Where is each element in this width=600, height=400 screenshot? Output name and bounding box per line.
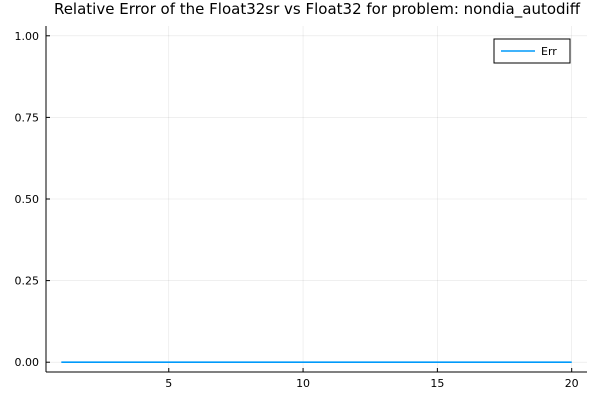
- chart-title: Relative Error of the Float32sr vs Float…: [54, 0, 581, 19]
- x-tick-label: 15: [430, 377, 444, 390]
- y-tick-label: 0.00: [15, 356, 40, 369]
- y-tick-label: 0.50: [15, 193, 40, 206]
- x-tick-label: 5: [165, 377, 172, 390]
- grid-layer: [46, 26, 587, 372]
- x-tick-label: 10: [296, 377, 310, 390]
- y-tick-label: 1.00: [15, 30, 40, 43]
- axis-layer: 5 10 15 20 0.00 0.25 0.50 0.75 1.00: [15, 26, 587, 390]
- y-tick-label: 0.25: [15, 275, 40, 288]
- legend-label-err: Err: [541, 45, 557, 58]
- legend: Err: [493, 38, 571, 64]
- x-tick-label: 20: [565, 377, 579, 390]
- y-tick-label: 0.75: [15, 111, 40, 124]
